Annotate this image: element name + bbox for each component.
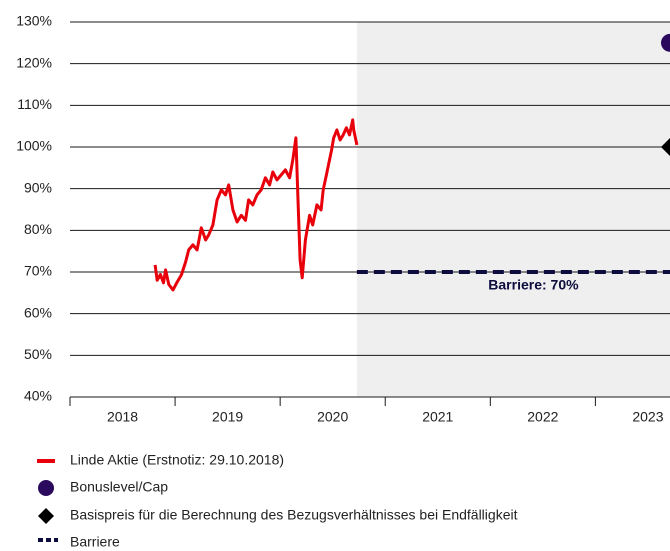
x-tick-label: 2019 (212, 409, 243, 425)
x-tick-label: 2022 (527, 409, 558, 425)
y-tick-label: 90% (24, 179, 52, 195)
y-tick-label: 120% (16, 54, 52, 70)
y-tick-label: 100% (16, 138, 52, 154)
barrier-label: Barriere: 70% (488, 277, 579, 293)
x-tick-label: 2020 (317, 409, 348, 425)
price-line (153, 118, 359, 292)
y-tick-label: 60% (24, 304, 52, 320)
y-tick-label: 50% (24, 346, 52, 362)
legend-icon (38, 508, 54, 524)
basis-marker (661, 138, 670, 156)
y-tick-label: 70% (24, 263, 52, 279)
x-tick-label: 2023 (632, 409, 663, 425)
y-tick-label: 40% (24, 388, 52, 404)
legend-label: Barriere (70, 534, 120, 550)
y-tick-label: 130% (16, 13, 52, 29)
legend-icon (38, 480, 54, 496)
y-tick-label: 110% (17, 96, 52, 112)
x-tick-label: 2018 (107, 409, 138, 425)
legend-icon (37, 459, 55, 463)
x-tick-label: 2021 (422, 409, 453, 425)
y-tick-label: 80% (24, 221, 52, 237)
future-region (356, 22, 670, 397)
bonus-marker (661, 33, 670, 52)
legend-label: Linde Aktie (Erstnotiz: 29.10.2018) (70, 452, 284, 468)
legend-label: Basispreis für die Berechnung des Bezugs… (70, 507, 518, 523)
legend-label: Bonuslevel/Cap (70, 479, 168, 495)
